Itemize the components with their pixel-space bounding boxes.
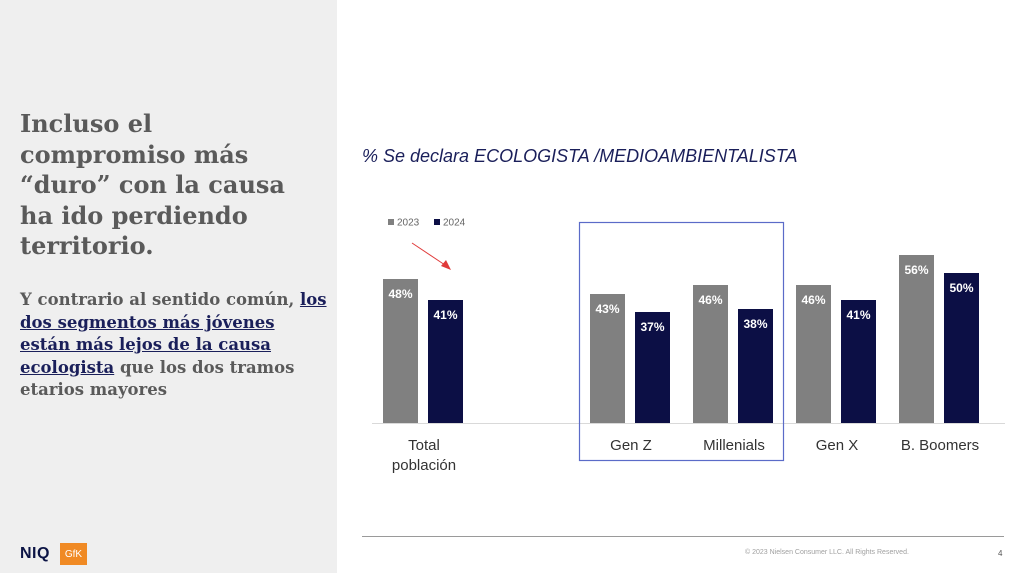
bar-value-label: 37% — [640, 320, 664, 334]
bar-2024-4 — [841, 300, 876, 423]
bar-2023-2 — [590, 294, 625, 423]
bar-value-label: 41% — [846, 308, 870, 322]
bar-value-label: 50% — [949, 281, 973, 295]
subtext-end: que los dos tramos etarios mayores — [20, 357, 295, 400]
legend-label: 2023 — [397, 218, 420, 229]
niq-logo: NIQ — [20, 545, 50, 562]
headline: Incluso el compromiso más “duro” con la … — [20, 109, 285, 260]
page-number: 4 — [998, 549, 1003, 558]
bar-value-label: 56% — [904, 263, 928, 277]
subtext-highlight: los dos segmentos más jóvenes están más … — [20, 290, 327, 377]
annotation-arrow-head — [441, 260, 451, 270]
bar-2024-3 — [738, 309, 773, 423]
bar-value-label: 43% — [595, 302, 619, 316]
bar-value-label: 38% — [743, 317, 767, 331]
annotation-arrow-line — [411, 242, 446, 266]
bar-value-label: 48% — [388, 287, 412, 301]
bar-2024-1 — [428, 300, 463, 423]
legend-swatch-2024 — [434, 219, 440, 225]
bar-value-label: 41% — [433, 308, 457, 322]
legend-label: 2024 — [443, 218, 466, 229]
copyright-text: © 2023 Nielsen Consumer LLC. All Rights … — [745, 549, 909, 556]
category-label: Millenials — [703, 437, 765, 454]
category-label: B. Boomers — [901, 437, 979, 454]
bar-2023-4 — [796, 285, 831, 423]
bar-2024-5 — [944, 273, 979, 423]
gfk-logo: GfK — [59, 543, 87, 565]
category-label: Gen X — [816, 437, 859, 454]
category-label: Gen Z — [610, 437, 652, 454]
bar-2023-1 — [383, 279, 418, 423]
brand-logos: NIQ GfK — [20, 543, 87, 565]
subtext: Y contrario al sentido común, los dos se… — [20, 289, 330, 402]
highlight-box — [578, 221, 785, 462]
bar-value-label: 46% — [698, 293, 722, 307]
subtext-start: Y contrario al sentido común, — [20, 290, 300, 309]
bar-2023-3 — [693, 285, 728, 423]
legend-swatch-2023 — [388, 219, 394, 225]
category-label: Total población — [392, 437, 456, 474]
chart-title: % Se declara ECOLOGISTA /MEDIOAMBIENTALI… — [362, 146, 798, 166]
bar-2024-2 — [635, 312, 670, 423]
bar-2023-5 — [899, 255, 934, 423]
footer-divider — [362, 536, 1004, 537]
left-panel: Incluso el compromiso más “duro” con la … — [0, 0, 337, 573]
bar-value-label: 46% — [801, 293, 825, 307]
